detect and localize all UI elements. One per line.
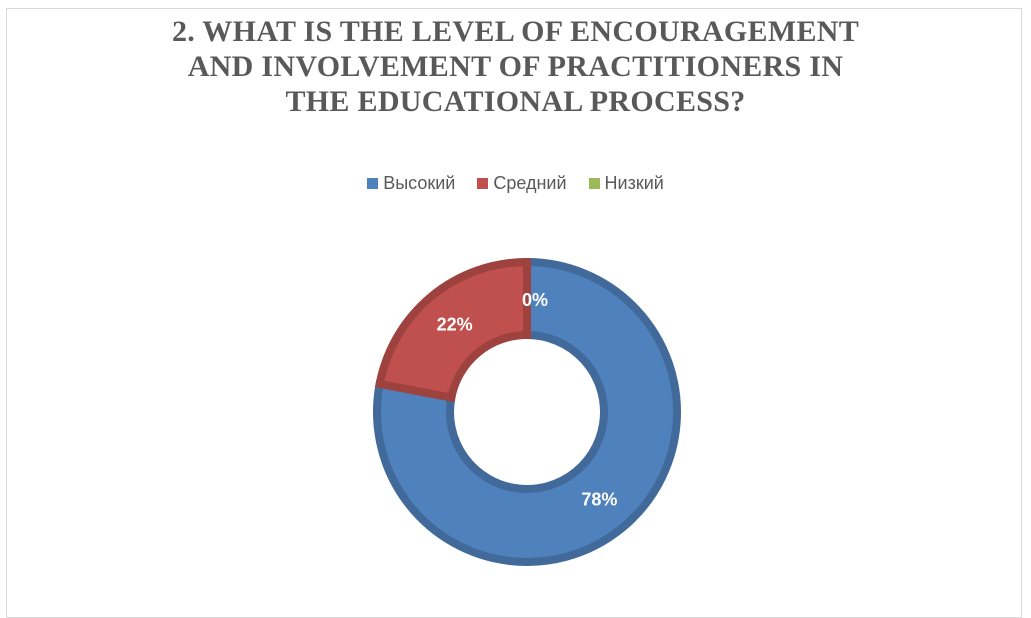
data-label-low: 0% xyxy=(522,290,548,310)
data-label-high: 78% xyxy=(581,489,617,509)
data-label-medium: 22% xyxy=(437,315,473,335)
